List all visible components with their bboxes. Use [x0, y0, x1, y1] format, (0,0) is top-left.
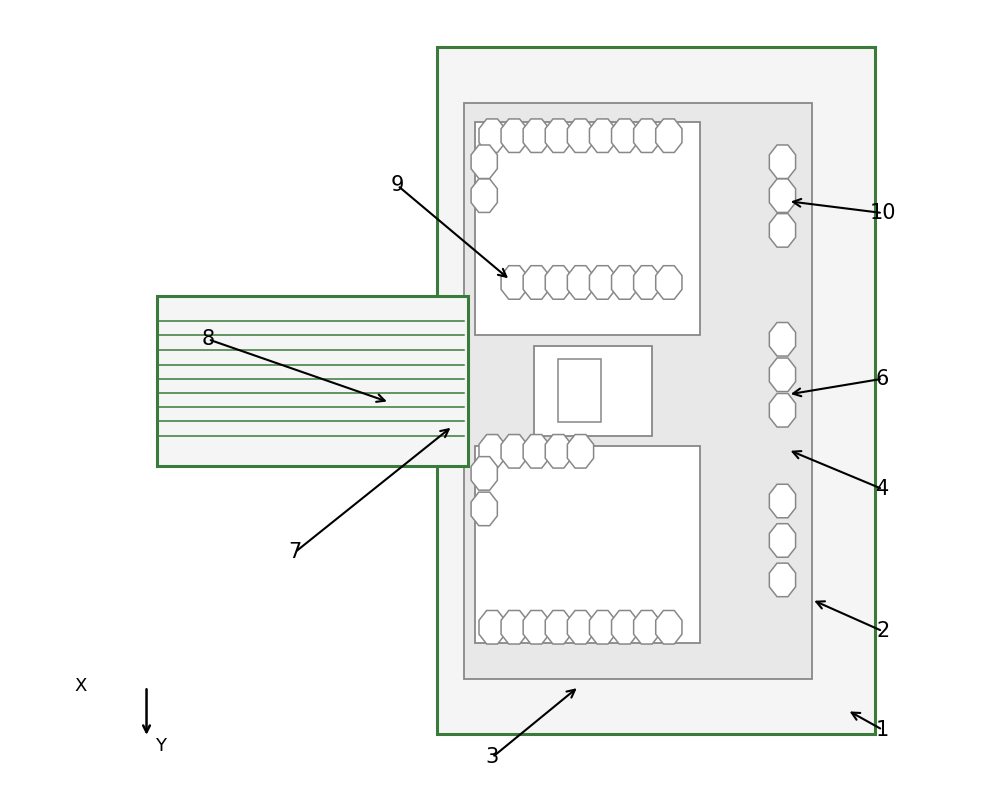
Polygon shape — [589, 266, 616, 299]
Polygon shape — [769, 214, 796, 247]
Text: 9: 9 — [391, 175, 404, 196]
Polygon shape — [769, 484, 796, 518]
Polygon shape — [656, 611, 682, 644]
Polygon shape — [612, 266, 638, 299]
Bar — [558, 359, 601, 422]
Bar — [157, 296, 468, 466]
Text: 7: 7 — [288, 542, 301, 563]
Polygon shape — [501, 266, 527, 299]
Text: 8: 8 — [202, 329, 215, 350]
Polygon shape — [501, 435, 527, 468]
Polygon shape — [501, 119, 527, 152]
Polygon shape — [656, 119, 682, 152]
Polygon shape — [523, 266, 549, 299]
Polygon shape — [545, 119, 572, 152]
Polygon shape — [769, 394, 796, 427]
Polygon shape — [612, 611, 638, 644]
Polygon shape — [769, 323, 796, 356]
Polygon shape — [471, 145, 497, 178]
Polygon shape — [479, 119, 505, 152]
Polygon shape — [589, 611, 616, 644]
Text: X: X — [75, 678, 87, 695]
Polygon shape — [523, 435, 549, 468]
Polygon shape — [523, 119, 549, 152]
Polygon shape — [567, 119, 594, 152]
Polygon shape — [769, 524, 796, 557]
Polygon shape — [769, 358, 796, 391]
Polygon shape — [769, 145, 796, 178]
Polygon shape — [545, 435, 572, 468]
Polygon shape — [501, 611, 527, 644]
Polygon shape — [545, 611, 572, 644]
Polygon shape — [634, 266, 660, 299]
Polygon shape — [656, 266, 682, 299]
Polygon shape — [769, 563, 796, 596]
Polygon shape — [567, 266, 594, 299]
Text: 6: 6 — [876, 368, 889, 389]
Polygon shape — [471, 492, 497, 525]
Text: 4: 4 — [876, 479, 889, 499]
Text: 10: 10 — [869, 203, 896, 223]
Bar — [475, 122, 700, 335]
Polygon shape — [471, 457, 497, 490]
Polygon shape — [567, 435, 594, 468]
Polygon shape — [479, 611, 505, 644]
Polygon shape — [589, 119, 616, 152]
Polygon shape — [769, 179, 796, 212]
Bar — [475, 446, 700, 643]
Bar — [437, 47, 875, 734]
Polygon shape — [479, 435, 505, 468]
Text: 3: 3 — [485, 747, 499, 768]
Text: 1: 1 — [876, 720, 889, 740]
Polygon shape — [567, 611, 594, 644]
Polygon shape — [634, 611, 660, 644]
Text: Y: Y — [155, 737, 166, 754]
Polygon shape — [545, 266, 572, 299]
Polygon shape — [471, 179, 497, 212]
Polygon shape — [612, 119, 638, 152]
Polygon shape — [634, 119, 660, 152]
Polygon shape — [523, 611, 549, 644]
Bar — [534, 346, 652, 436]
Bar — [464, 103, 812, 679]
Text: 2: 2 — [876, 621, 889, 641]
